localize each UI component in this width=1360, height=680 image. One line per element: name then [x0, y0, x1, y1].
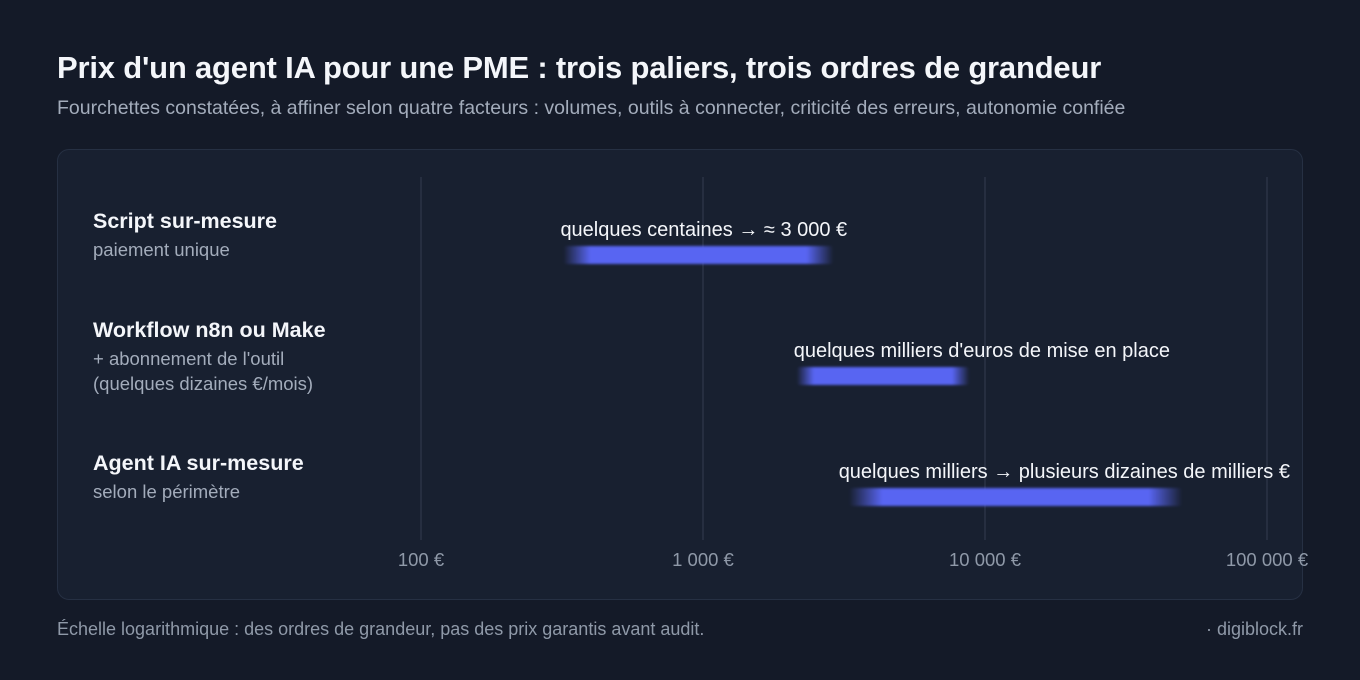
row-detail: paiement unique [93, 239, 230, 260]
row-label-script: Script sur-mesure paiement unique [93, 209, 277, 262]
range-label-2: quelques milliers → plusieurs dizaines d… [839, 461, 1290, 483]
row-name: Agent IA sur-mesure [93, 451, 304, 475]
row-name: Workflow n8n ou Make [93, 318, 326, 342]
footer-brand: · digiblock.fr [1205, 619, 1303, 639]
row-detail: selon le périmètre [93, 481, 241, 502]
row-label-agent: Agent IA sur-mesure selon le périmètre [93, 451, 304, 504]
row-name: Script sur-mesure [93, 209, 278, 233]
chart-title: Prix d'un agent IA pour une PME : trois … [57, 50, 1102, 85]
row-detail: + abonnement de l'outil (quelques dizain… [93, 348, 314, 394]
range-label-1: quelques milliers d'euros de mise en pla… [794, 340, 1170, 362]
tick-label-2: 10 000 € [949, 549, 1022, 570]
chart-panel [57, 149, 1303, 600]
footer-note: Échelle logarithmique : des ordres de gr… [57, 619, 705, 639]
range-bar-2 [849, 488, 1183, 506]
range-label-0: quelques centaines → ≈ 3 000 € [560, 219, 847, 241]
chart-subtitle: Fourchettes constatées, à affiner selon … [57, 97, 1126, 119]
range-bar-0 [563, 246, 834, 264]
tick-label-1: 1 000 € [672, 549, 734, 570]
tick-label-3: 100 000 € [1226, 549, 1309, 570]
row-label-workflow: Workflow n8n ou Make + abonnement de l'o… [93, 318, 326, 396]
range-bar-1 [796, 367, 970, 385]
tick-label-0: 100 € [398, 549, 445, 570]
